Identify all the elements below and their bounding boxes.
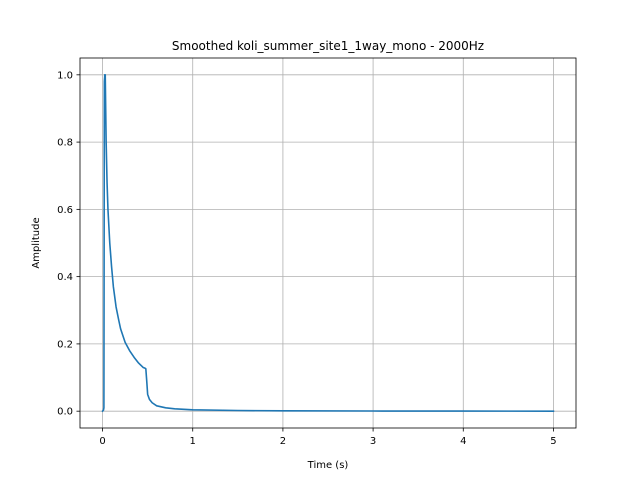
y-tick-label: 0.6 (57, 205, 73, 216)
x-tick-label: 3 (370, 436, 376, 447)
x-tick-label: 1 (190, 436, 196, 447)
grid (80, 58, 576, 428)
x-axis-label: Time (s) (307, 460, 349, 471)
x-tick-label: 4 (460, 436, 466, 447)
plot-frame (79, 57, 577, 429)
y-tick-label: 0.2 (57, 339, 73, 350)
y-axis-ticks: 0.0 0.2 0.4 0.6 0.8 1.0 (57, 70, 80, 418)
x-axis-ticks: 0 1 2 3 4 5 (99, 428, 557, 447)
y-tick-label: 0.4 (57, 272, 73, 283)
x-tick-label: 2 (280, 436, 286, 447)
series-line (101, 74, 555, 413)
x-tick-label: 5 (550, 436, 556, 447)
y-tick-label: 0.0 (57, 407, 73, 418)
y-tick-label: 1.0 (57, 70, 73, 81)
chart-title: Smoothed koli_summer_site1_1way_mono - 2… (172, 39, 484, 53)
series-layer (101, 74, 555, 413)
plot-area (80, 58, 576, 428)
y-axis-label: Amplitude (31, 217, 42, 268)
y-tick-label: 0.8 (57, 138, 73, 149)
x-tick-label: 0 (99, 436, 105, 447)
